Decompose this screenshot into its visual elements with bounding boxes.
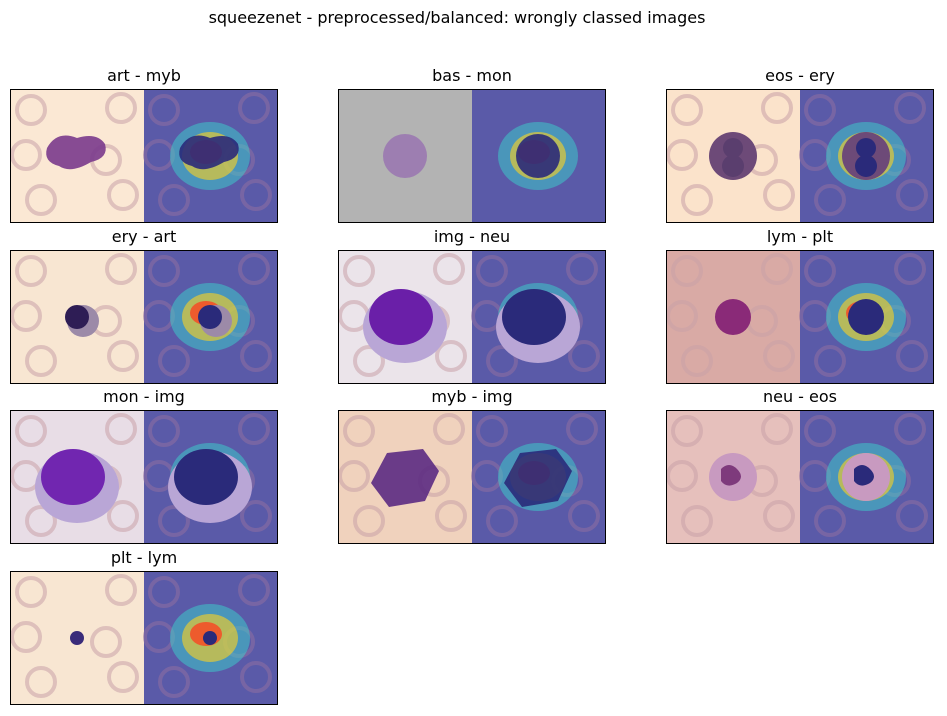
image-pair (666, 410, 934, 544)
panel-title: plt - lym (110, 548, 178, 567)
heatmap-image (471, 411, 605, 543)
original-image (11, 251, 144, 383)
image-pair (10, 89, 278, 223)
image-panel: ery - art (10, 227, 278, 384)
figure-suptitle: squeezenet - preprocessed/balanced: wron… (208, 8, 706, 27)
image-panel: mon - img (10, 387, 278, 544)
heatmap-image (143, 251, 277, 383)
heatmap-image (143, 572, 277, 704)
image-panel: eos - ery (666, 66, 934, 223)
original-image (667, 411, 800, 543)
panel-title: mon - img (103, 387, 185, 406)
panel-title: ery - art (111, 227, 177, 246)
image-panel: lym - plt (666, 227, 934, 384)
original-image (11, 411, 144, 543)
heatmap-image (799, 90, 933, 222)
image-pair (338, 89, 606, 223)
original-image (667, 90, 800, 222)
original-image (339, 90, 472, 222)
heatmap-image (143, 90, 277, 222)
heatmap-image (799, 251, 933, 383)
image-panel: img - neu (338, 227, 606, 384)
panel-title: lym - plt (766, 227, 834, 246)
heatmap-image (799, 411, 933, 543)
image-pair (338, 410, 606, 544)
panel-title: myb - img (431, 387, 513, 406)
original-image (11, 90, 144, 222)
panel-title: neu - eos (762, 387, 838, 406)
image-pair (338, 250, 606, 384)
panel-title: bas - mon (432, 66, 512, 85)
panel-title: img - neu (433, 227, 511, 246)
image-pair (10, 250, 278, 384)
image-pair (10, 410, 278, 544)
image-panel: plt - lym (10, 548, 278, 705)
panel-title: art - myb (107, 66, 181, 85)
image-panel: neu - eos (666, 387, 934, 544)
heatmap-image (143, 411, 277, 543)
heatmap-image (471, 251, 605, 383)
original-image (667, 251, 800, 383)
image-pair (10, 571, 278, 705)
image-pair (666, 89, 934, 223)
panel-title: eos - ery (765, 66, 835, 85)
image-panel: art - myb (10, 66, 278, 223)
heatmap-image (472, 90, 605, 222)
image-panel: bas - mon (338, 66, 606, 223)
image-pair (666, 250, 934, 384)
original-image (339, 251, 472, 383)
image-panel: myb - img (338, 387, 606, 544)
original-image (11, 572, 144, 704)
original-image (339, 411, 472, 543)
